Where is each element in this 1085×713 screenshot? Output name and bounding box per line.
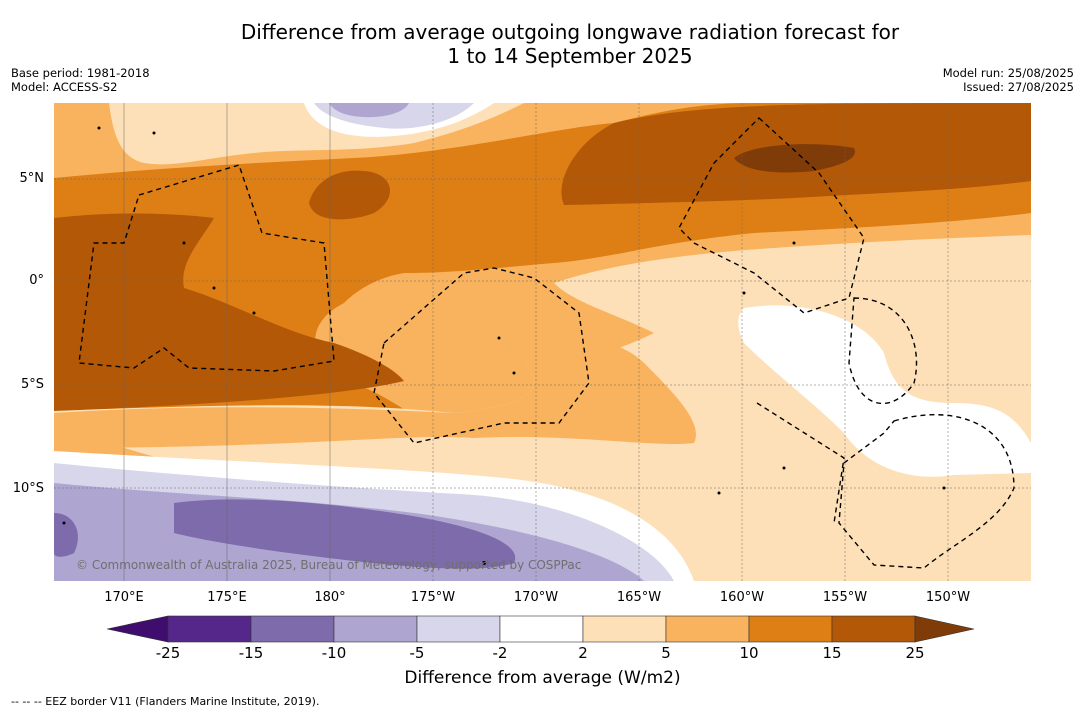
- colorbar-segment-6: [582, 615, 667, 643]
- eez-border-east-2: [848, 297, 918, 405]
- graticule: [54, 103, 1031, 581]
- colorbar-extend-min: [107, 615, 169, 643]
- colorbar-segment-5: [499, 615, 584, 643]
- lon-tick-160w: 160°W: [719, 590, 765, 605]
- lat-tick-5s: 5°S: [20, 377, 44, 392]
- model-run-label: Model run: 25/08/2025: [942, 66, 1074, 80]
- lon-tick-165w: 165°W: [616, 590, 662, 605]
- cbar-label-3: -5: [409, 644, 425, 662]
- cbar-label-6: 5: [661, 644, 671, 662]
- lat-tick-10s: 10°S: [12, 481, 44, 496]
- lat-tick-5n: 5°N: [19, 171, 45, 186]
- band-5-to-10-south: [54, 340, 696, 448]
- islands: [62, 126, 946, 565]
- dark-purple-south: [174, 499, 516, 569]
- eez-border-line: [756, 402, 845, 524]
- eez-border-east-1: [678, 117, 865, 314]
- meta-left: Base period: 1981-2018 Model: ACCESS-S2: [11, 66, 150, 94]
- colorbar-title: Difference from average (W/m2): [404, 668, 681, 688]
- lon-tick-155w: 155°W: [822, 590, 868, 605]
- title-line-2: 1 to 14 September 2025: [447, 44, 693, 68]
- eez-border-central: [373, 267, 590, 444]
- white-east: [738, 305, 1031, 477]
- cbar-label-2: -10: [321, 644, 347, 662]
- map-title: Difference from average outgoing longwav…: [0, 20, 1085, 68]
- cbar-label-1: -15: [238, 644, 264, 662]
- colorbar-extend-max: [914, 615, 975, 643]
- lon-tick-180: 180°: [314, 590, 346, 605]
- lon-tick-175e: 175°E: [207, 590, 247, 605]
- colorbar-segment-4: [416, 615, 501, 643]
- cbar-label-9: 25: [905, 644, 925, 662]
- eez-borders: [78, 117, 1015, 569]
- dark-purple-west: [54, 513, 78, 557]
- colorbar-segment-3: [333, 615, 418, 643]
- purple-north: [329, 103, 409, 118]
- colorbar: [107, 615, 975, 643]
- lat-tick-0: 0°: [29, 273, 44, 288]
- band-above-25: [734, 144, 855, 173]
- colorbar-segment-2: [250, 615, 335, 643]
- cbar-label-7: 10: [739, 644, 759, 662]
- lon-tick-170w: 170°W: [513, 590, 559, 605]
- olr-anomaly-map: [54, 103, 1031, 581]
- eez-border-west: [78, 164, 335, 372]
- colorbar-segment-7: [665, 615, 750, 643]
- title-line-1: Difference from average outgoing longwav…: [240, 20, 900, 44]
- colorbar-segment-1: [167, 615, 252, 643]
- band-15-to-25-central: [309, 170, 391, 220]
- lon-tick-150w: 150°W: [925, 590, 971, 605]
- cbar-label-8: 15: [822, 644, 842, 662]
- cbar-label-4: -2: [492, 644, 508, 662]
- base-period-label: Base period: 1981-2018: [11, 66, 150, 80]
- eez-footnote: -- -- -- EEZ border V11 (Flanders Marine…: [11, 695, 320, 708]
- lon-tick-175w: 175°W: [410, 590, 456, 605]
- colorbar-segment-9: [831, 615, 916, 643]
- cbar-label-5: 2: [578, 644, 588, 662]
- band-15-to-25-west: [54, 213, 404, 411]
- model-label: Model: ACCESS-S2: [11, 80, 118, 94]
- copyright-note: © Commonwealth of Australia 2025, Bureau…: [76, 558, 582, 572]
- cbar-label-0: -25: [155, 644, 181, 662]
- meta-right: Model run: 25/08/2025 Issued: 27/08/2025: [943, 66, 1074, 94]
- lon-tick-170e: 170°E: [104, 590, 144, 605]
- colorbar-segment-8: [748, 615, 833, 643]
- issued-label: Issued: 27/08/2025: [963, 80, 1074, 94]
